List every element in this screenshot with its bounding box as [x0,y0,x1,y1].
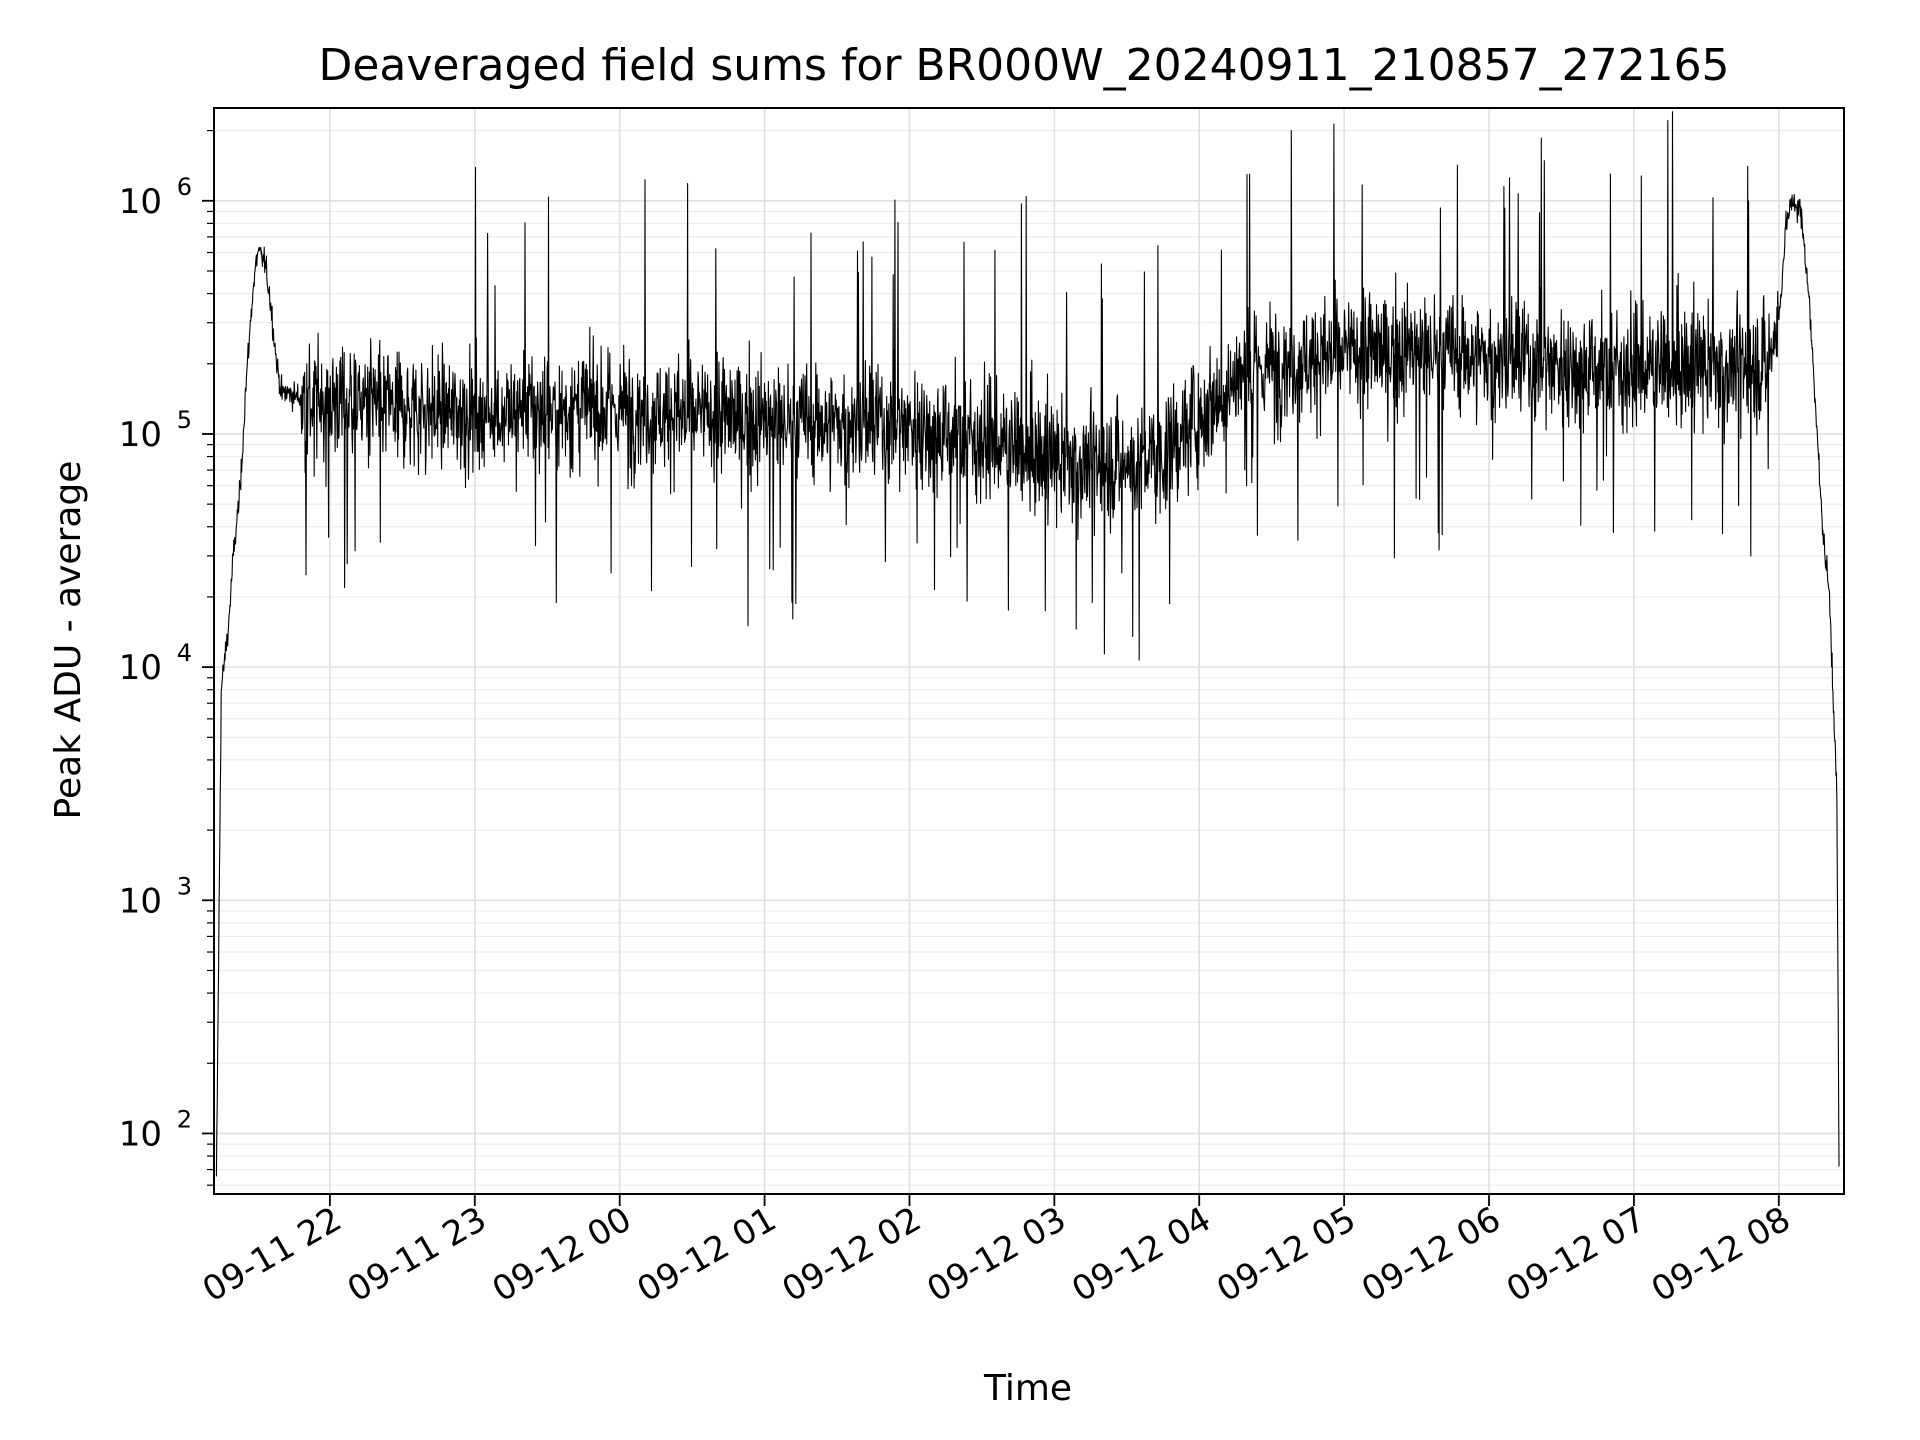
x-tick-label: 09-11 23 [341,1199,493,1310]
x-tick-label: 09-11 22 [196,1199,348,1310]
y-tick-label: 10 [119,648,162,688]
x-axis-label: Time [983,1368,1072,1409]
y-tick-label-exponent: 2 [177,1105,192,1133]
x-tick-label: 09-12 05 [1210,1199,1362,1310]
x-tick-label: 09-12 08 [1645,1199,1797,1310]
x-tick-label: 09-12 00 [486,1199,638,1310]
y-tick-label-exponent: 3 [177,872,192,900]
y-axis-label: Peak ADU - average [48,461,89,820]
y-tick-label-exponent: 5 [177,406,192,434]
x-tick-label: 09-12 01 [631,1199,783,1310]
y-tick-label-base: 10 [119,648,162,688]
x-tick-label: 09-12 03 [920,1199,1072,1310]
y-tick-label: 10 [119,881,162,921]
y-axis-ticks: 10 2 10 3 10 4 10 5 10 6 [119,129,214,1186]
series-line-peak-adu [215,111,1840,1177]
y-tick-label: 10 [119,415,162,455]
y-tick-label: 10 [119,182,162,222]
y-tick-label-exponent: 4 [177,639,192,667]
chart-title: Deaveraged field sums for BR000W_2024091… [318,40,1729,91]
y-tick-label-base: 10 [119,182,162,222]
x-tick-label: 09-12 07 [1500,1199,1652,1310]
series-layer [215,111,1840,1177]
grid [214,108,1844,1194]
y-tick-label-exponent: 6 [177,173,192,201]
y-tick-label-base: 10 [119,881,162,921]
x-tick-label: 09-12 04 [1065,1199,1217,1310]
x-tick-label: 09-12 06 [1355,1199,1507,1310]
plot-area-frame [213,107,1845,1195]
y-tick-label-base: 10 [119,415,162,455]
y-tick-label: 10 [119,1114,162,1154]
x-tick-label: 09-12 02 [776,1199,928,1310]
y-tick-label-base: 10 [119,1114,162,1154]
